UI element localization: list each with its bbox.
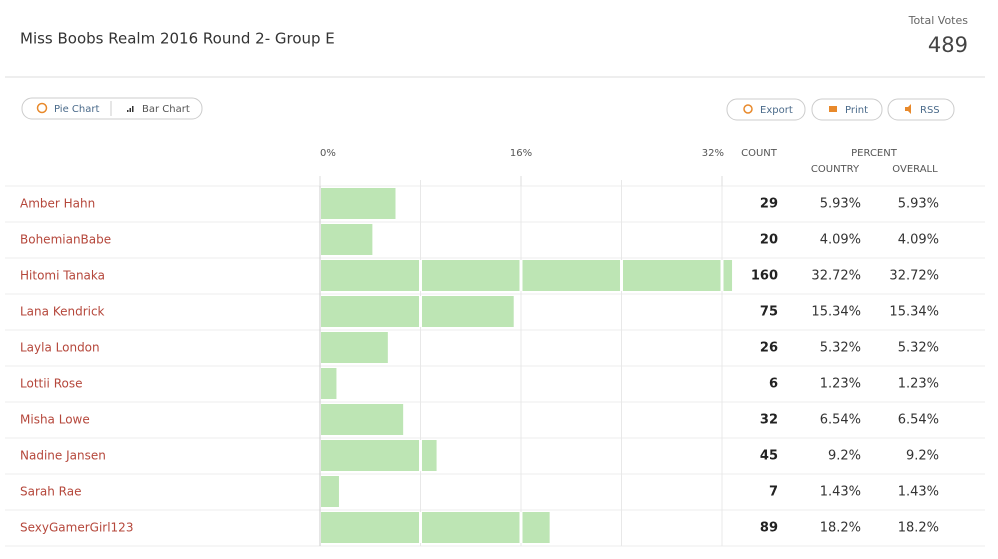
country-percent: 1.23% bbox=[820, 377, 861, 392]
candidate-name: Nadine Jansen bbox=[20, 449, 106, 463]
vote-count: 160 bbox=[751, 269, 778, 284]
bar bbox=[321, 332, 388, 363]
bar bbox=[321, 512, 550, 543]
overall-percent: 32.72% bbox=[889, 269, 939, 284]
overall-header: OVERALL bbox=[892, 164, 938, 175]
export-button[interactable] bbox=[726, 98, 806, 121]
rss-label[interactable]: RSS bbox=[920, 105, 940, 116]
bar bbox=[321, 368, 337, 399]
vote-count: 20 bbox=[760, 233, 778, 248]
pie-chart-button[interactable]: Pie Chart bbox=[54, 104, 99, 115]
vote-count: 75 bbox=[760, 305, 778, 320]
rss-button[interactable] bbox=[887, 98, 955, 121]
export-label[interactable]: Export bbox=[760, 105, 793, 116]
bar-chart-button[interactable]: Bar Chart bbox=[142, 104, 190, 115]
print-icon bbox=[829, 106, 837, 112]
poll-title: Miss Boobs Realm 2016 Round 2- Group E bbox=[20, 30, 335, 48]
bar bbox=[321, 440, 437, 471]
candidate-name: Lana Kendrick bbox=[20, 305, 105, 319]
country-percent: 15.34% bbox=[811, 305, 861, 320]
vote-count: 26 bbox=[760, 341, 778, 356]
candidate-name: Sarah Rae bbox=[20, 485, 82, 499]
vote-count: 89 bbox=[760, 521, 778, 536]
country-percent: 5.93% bbox=[820, 197, 861, 212]
country-percent: 1.43% bbox=[820, 485, 861, 500]
candidate-name: SexyGamerGirl123 bbox=[20, 521, 133, 535]
overall-percent: 15.34% bbox=[889, 305, 939, 320]
bar bbox=[321, 296, 514, 327]
overall-percent: 1.43% bbox=[898, 485, 939, 500]
vote-count: 7 bbox=[769, 485, 778, 500]
country-percent: 32.72% bbox=[811, 269, 861, 284]
tick-label: 0% bbox=[320, 148, 336, 159]
country-percent: 4.09% bbox=[820, 233, 861, 248]
vote-count: 32 bbox=[760, 413, 778, 428]
overall-percent: 18.2% bbox=[898, 521, 939, 536]
candidate-name: BohemianBabe bbox=[20, 233, 111, 247]
overall-percent: 5.93% bbox=[898, 197, 939, 212]
total-votes: 489 bbox=[928, 33, 968, 57]
bar bbox=[321, 260, 733, 291]
tick-label: 16% bbox=[510, 148, 532, 159]
bar-icon bbox=[127, 106, 134, 112]
print-button[interactable] bbox=[811, 98, 883, 121]
candidate-name: Amber Hahn bbox=[20, 197, 95, 211]
candidate-name: Layla London bbox=[20, 341, 100, 355]
overall-percent: 5.32% bbox=[898, 341, 939, 356]
vote-count: 6 bbox=[769, 377, 778, 392]
view-toggle[interactable] bbox=[21, 97, 203, 120]
percent-header: PERCENT bbox=[851, 148, 898, 159]
overall-percent: 6.54% bbox=[898, 413, 939, 428]
vote-count: 29 bbox=[760, 197, 778, 212]
vote-count: 45 bbox=[760, 449, 778, 464]
country-percent: 18.2% bbox=[820, 521, 861, 536]
candidate-name: Misha Lowe bbox=[20, 413, 90, 427]
tick-label: 32% bbox=[702, 148, 724, 159]
candidate-name: Lottii Rose bbox=[20, 377, 82, 391]
candidate-name: Hitomi Tanaka bbox=[20, 269, 105, 283]
print-label[interactable]: Print bbox=[845, 105, 868, 116]
bar bbox=[321, 404, 404, 435]
pie-icon bbox=[36, 102, 48, 114]
country-header: COUNTRY bbox=[811, 164, 860, 175]
count-header: COUNT bbox=[741, 148, 778, 159]
total-label: Total Votes bbox=[908, 14, 969, 27]
bar bbox=[321, 476, 339, 507]
rss-icon bbox=[905, 104, 911, 114]
overall-percent: 4.09% bbox=[898, 233, 939, 248]
overall-percent: 1.23% bbox=[898, 377, 939, 392]
overall-percent: 9.2% bbox=[906, 449, 939, 464]
country-percent: 5.32% bbox=[820, 341, 861, 356]
country-percent: 6.54% bbox=[820, 413, 861, 428]
export-icon bbox=[743, 104, 753, 114]
country-percent: 9.2% bbox=[828, 449, 861, 464]
bar bbox=[321, 224, 373, 255]
bar bbox=[321, 188, 396, 219]
